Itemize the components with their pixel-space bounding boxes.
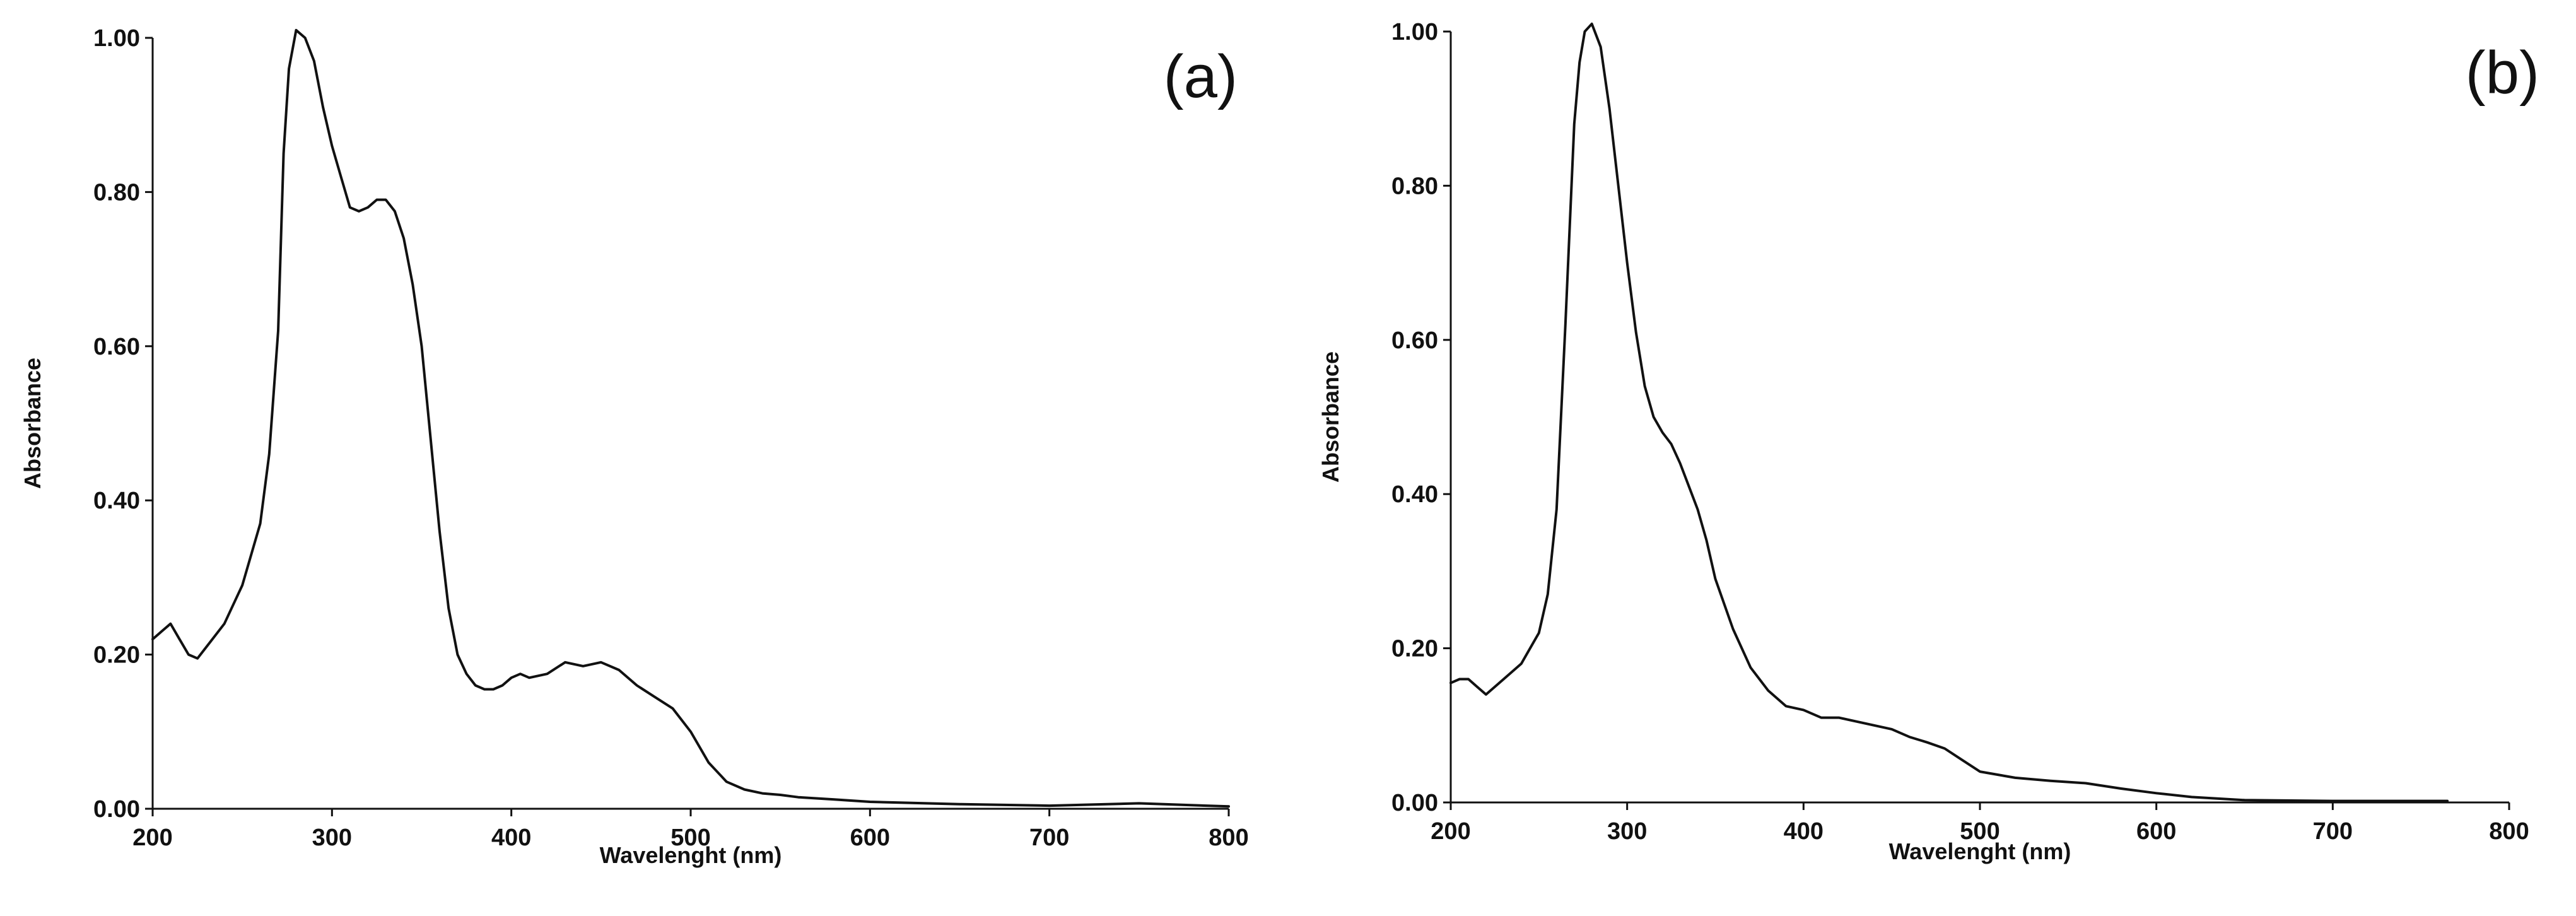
y-tick-label: 0.80 <box>1391 173 1438 199</box>
x-tick-label: 400 <box>491 825 531 851</box>
y-ticks: 0.00 0.20 0.40 0.60 0.80 1.00 <box>1391 19 1451 816</box>
y-tick-label: 1.00 <box>1391 19 1438 45</box>
chart-panel-b: 0.00 0.20 0.40 0.60 0.80 1.00 200 300 400 500 600… <box>1318 19 2539 864</box>
absorbance-curve-b <box>1449 22 2449 802</box>
x-tick-label: 500 <box>670 825 710 851</box>
x-ticks: 200 300 400 500 600 700 800 <box>1431 802 2529 845</box>
x-tick-label: 600 <box>850 825 890 851</box>
y-tick-label: 0.40 <box>93 488 140 514</box>
chart-panel-a: 0.00 0.20 0.40 0.60 0.80 1.00 200 300 400 500 600… <box>20 25 1249 868</box>
y-tick-label: 0.20 <box>93 642 140 669</box>
x-tick-label: 700 <box>1029 825 1069 851</box>
x-tick-label: 300 <box>312 825 352 851</box>
x-tick-label: 400 <box>1784 818 1824 845</box>
x-tick-label: 200 <box>1431 818 1470 845</box>
y-tick-label: 0.20 <box>1391 636 1438 662</box>
x-ticks: 200 300 400 500 600 700 800 <box>132 809 1249 851</box>
y-tick-label: 0.60 <box>93 334 140 360</box>
y-tick-label: 0.80 <box>93 179 140 206</box>
y-axis-title: Absorbance <box>20 358 45 489</box>
x-axis-title: Wavelenght (nm) <box>600 842 782 868</box>
x-tick-label: 200 <box>132 825 172 851</box>
y-tick-label: 0.00 <box>1391 790 1438 816</box>
x-tick-label: 800 <box>2489 818 2529 845</box>
x-axis-title: Wavelenght (nm) <box>1889 838 2071 864</box>
x-tick-label: 800 <box>1209 825 1248 851</box>
y-tick-label: 0.60 <box>1391 327 1438 354</box>
y-axis-title: Absorbance <box>1318 351 1344 483</box>
y-tick-label: 1.00 <box>93 25 140 52</box>
absorbance-curve-a <box>151 28 1230 808</box>
x-tick-label: 600 <box>2136 818 2176 845</box>
panel-label-a: (a) <box>1164 43 1238 110</box>
x-tick-label: 700 <box>2313 818 2353 845</box>
y-ticks: 0.00 0.20 0.40 0.60 0.80 1.00 <box>93 25 153 823</box>
panel-label-b: (b) <box>2466 39 2539 107</box>
y-tick-label: 0.00 <box>93 796 140 823</box>
y-tick-label: 0.40 <box>1391 481 1438 508</box>
x-tick-label: 500 <box>1960 818 1999 845</box>
x-tick-label: 300 <box>1607 818 1647 845</box>
